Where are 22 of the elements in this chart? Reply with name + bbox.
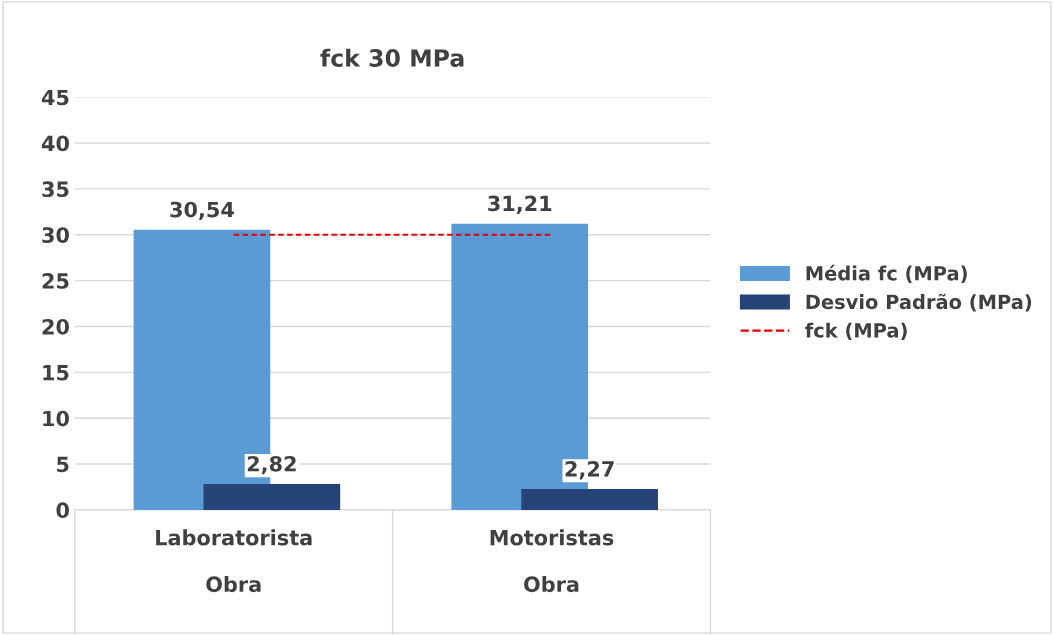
legend-label: fck (MPa)	[805, 322, 907, 340]
legend-label: Desvio Padrão (MPa)	[806, 293, 1032, 312]
data-label: 30,54	[170, 201, 234, 221]
y-tick-label: 35	[42, 181, 69, 198]
y-tick-label: 15	[43, 365, 69, 381]
category-label: Motoristas Obra	[490, 529, 614, 593]
bar	[521, 489, 658, 510]
y-tick-label: 20	[42, 318, 69, 335]
data-label: 2,27	[565, 460, 614, 480]
y-tick-label: 5	[57, 456, 69, 473]
category-label: Laboratorista Obra	[156, 529, 312, 593]
y-tick-label: 45	[41, 89, 69, 106]
bar	[203, 484, 341, 510]
chart-title: fck 30 MPa	[320, 48, 464, 67]
data-label: 2,82	[247, 455, 296, 475]
y-tick-label: 30	[42, 227, 69, 243]
y-tick-label: 25	[42, 273, 69, 289]
y-tick-label: 10	[43, 410, 69, 427]
legend-label: Média fc (MPa)	[806, 264, 967, 283]
y-tick-label: 0	[56, 502, 69, 519]
data-label: 31,21	[488, 195, 552, 214]
y-tick-label: 40	[41, 135, 69, 152]
